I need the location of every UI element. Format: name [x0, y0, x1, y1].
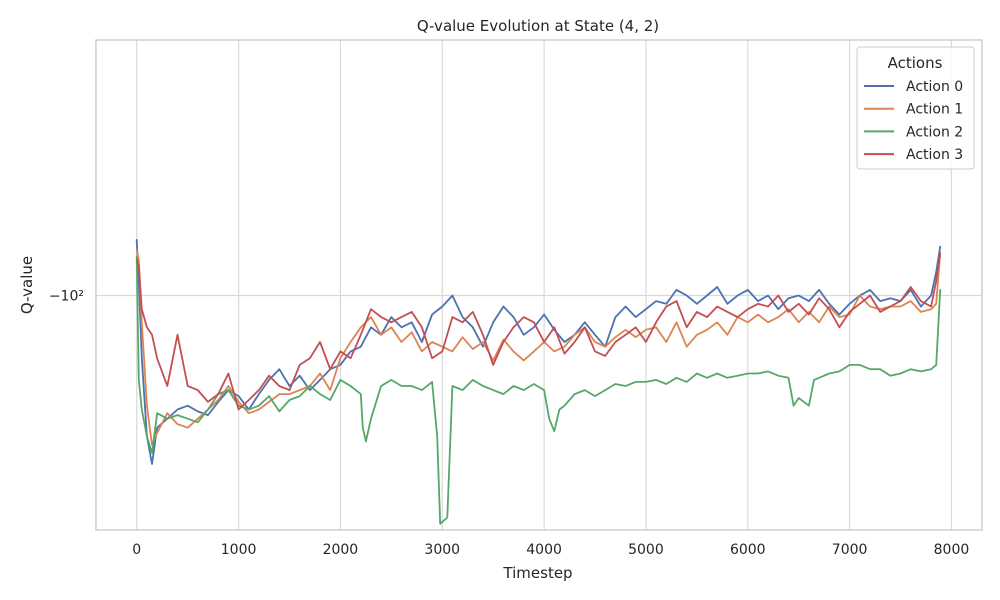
x-tick-label: 6000	[730, 542, 766, 558]
x-tick-label: 8000	[934, 542, 970, 558]
grid-lines	[96, 40, 982, 530]
series-line-action-3	[135, 252, 942, 411]
x-tick-label: 0	[132, 542, 141, 558]
legend-items: Action 0 Action 1 Action 2 Action 3	[864, 79, 963, 163]
chart-title: Q-value Evolution at State (4, 2)	[417, 17, 659, 35]
x-tick-label: 7000	[832, 542, 868, 558]
x-axis-label: Timestep	[502, 564, 572, 582]
y-tick-label: −10²	[49, 289, 84, 305]
plot-frame	[95, 39, 983, 531]
x-tick-label: 2000	[323, 542, 359, 558]
legend-label-action-2: Action 2	[906, 124, 963, 140]
legend: Actions Action 0 Action 1 Action 2 Action 3	[856, 46, 975, 170]
legend-label-action-1: Action 1	[906, 102, 963, 118]
series-line-action-2	[135, 255, 942, 525]
y-tick-labels: −10²	[49, 289, 84, 305]
x-tick-labels: 0 1000 2000 3000 4000 5000 6000 7000 8000	[132, 542, 969, 558]
x-tick-label: 5000	[628, 542, 664, 558]
legend-label-action-0: Action 0	[906, 79, 963, 95]
legend-label-action-3: Action 3	[906, 147, 963, 163]
y-axis-label: Q-value	[18, 256, 36, 314]
legend-box	[856, 46, 975, 170]
legend-title: Actions	[888, 54, 943, 72]
series-line-action-1	[135, 249, 942, 446]
x-tick-label: 1000	[221, 542, 257, 558]
series-line-action-0	[135, 238, 942, 465]
x-tick-label: 4000	[526, 542, 562, 558]
series-layer	[135, 238, 942, 525]
x-tick-label: 3000	[424, 542, 460, 558]
